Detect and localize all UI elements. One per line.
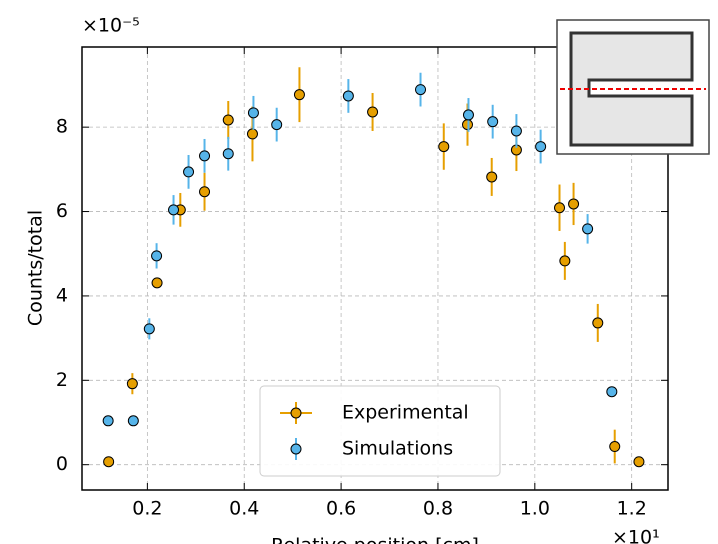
y-tick-label: 4 xyxy=(56,284,68,306)
x-axis-label: Relative position [cm] xyxy=(271,535,479,544)
data-point xyxy=(438,141,450,153)
y-offset-label: ×10⁻⁵ xyxy=(82,15,140,37)
data-point xyxy=(486,171,498,183)
data-point xyxy=(199,186,211,198)
x-offset-label: ×10¹ xyxy=(612,527,660,544)
legend-label: Simulations xyxy=(342,438,453,460)
x-tick-label: 0.8 xyxy=(423,498,453,520)
y-axis-label: Counts/total xyxy=(25,210,47,326)
data-point xyxy=(103,456,115,468)
x-tick-label: 0.2 xyxy=(132,498,162,520)
data-point xyxy=(367,106,379,118)
data-point xyxy=(462,109,474,121)
data-point xyxy=(415,84,427,96)
legend-frame xyxy=(259,385,501,477)
data-point xyxy=(222,148,234,160)
x-tick-label: 0.4 xyxy=(229,498,259,520)
x-tick-label: 1.2 xyxy=(617,498,647,520)
data-point xyxy=(568,198,580,210)
x-tick-label: 1.0 xyxy=(520,498,550,520)
data-point xyxy=(582,223,594,235)
data-point xyxy=(293,89,305,101)
data-point xyxy=(609,441,621,453)
data-point xyxy=(633,456,645,468)
data-point xyxy=(554,202,566,214)
data-point xyxy=(342,90,354,102)
legend: Experimental Simulations xyxy=(259,385,501,477)
data-point xyxy=(199,150,211,162)
data-point xyxy=(559,255,571,267)
data-point xyxy=(168,204,180,216)
data-point xyxy=(102,415,114,427)
data-point xyxy=(606,386,618,398)
data-point xyxy=(222,114,234,126)
inset-shape xyxy=(569,31,694,147)
data-point xyxy=(126,378,138,390)
data-point xyxy=(143,323,155,335)
x-tick-label: 0.6 xyxy=(326,498,356,520)
data-point xyxy=(271,119,283,131)
data-point xyxy=(535,141,547,153)
y-tick-label: 2 xyxy=(56,369,68,391)
legend-label: Experimental xyxy=(342,402,469,424)
legend-marker xyxy=(290,443,302,455)
y-tick-label: 8 xyxy=(56,116,68,138)
plot-frame xyxy=(81,46,669,491)
data-point xyxy=(592,317,604,329)
y-tick-label: 0 xyxy=(56,453,68,475)
inset xyxy=(556,19,710,155)
data-point xyxy=(183,166,195,178)
data-point xyxy=(246,128,258,140)
data-point xyxy=(247,107,259,119)
legend-marker xyxy=(290,407,302,419)
data-point xyxy=(151,277,163,289)
y-tick-label: 6 xyxy=(56,200,68,222)
data-point xyxy=(487,116,499,128)
data-point xyxy=(127,415,139,427)
data-point xyxy=(151,250,163,262)
data-point xyxy=(510,125,522,137)
